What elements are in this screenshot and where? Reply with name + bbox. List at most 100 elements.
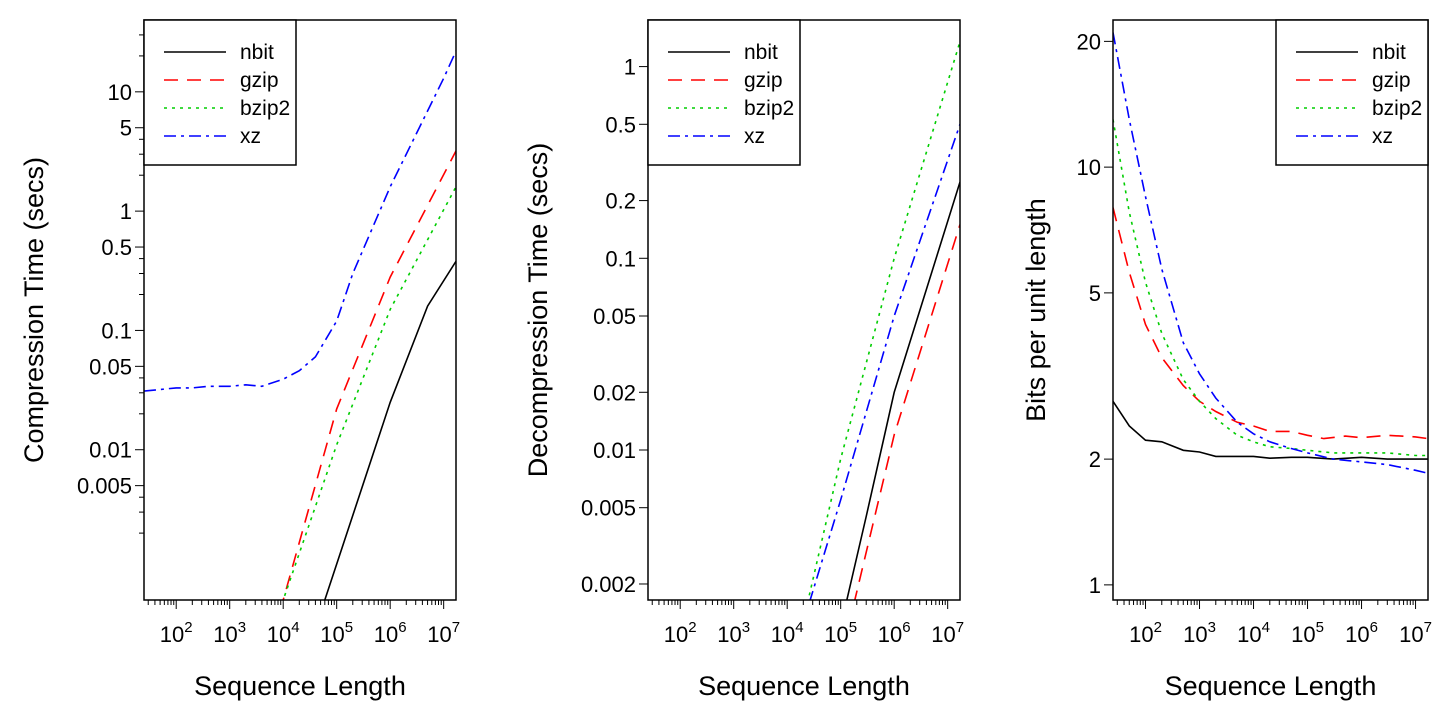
x-tick-base: 10 xyxy=(931,622,955,647)
x-tick-label: 105 xyxy=(320,619,353,647)
x-tick-label: 104 xyxy=(1237,619,1270,647)
x-tick-base: 10 xyxy=(160,622,184,647)
y-axis: 0.002 0.005 0.01 0.02 0.05 0.1 0.2 0.5 1 xyxy=(581,55,648,597)
x-axis-title: Sequence Length xyxy=(698,671,910,701)
series-line-xz xyxy=(1113,32,1428,475)
x-tick-label: 107 xyxy=(427,619,460,647)
x-tick-base: 10 xyxy=(664,622,688,647)
x-tick-base: 10 xyxy=(717,622,741,647)
y-axis: 1 2 5 10 20 xyxy=(1077,29,1113,598)
x-tick-base: 10 xyxy=(824,622,848,647)
x-tick-exponent: 2 xyxy=(688,619,696,636)
series-group xyxy=(807,41,960,600)
legend-label-nbit: nbit xyxy=(744,41,778,64)
x-tick-base: 10 xyxy=(1291,622,1315,647)
x-tick-exponent: 2 xyxy=(1154,619,1162,636)
x-axis-title: Sequence Length xyxy=(194,671,406,701)
x-tick-base: 10 xyxy=(267,622,291,647)
x-tick-exponent: 5 xyxy=(1316,619,1324,636)
panel-decompression-time: 102 103 104 105 106 1070.0020.0050.010.020.05… xyxy=(523,19,964,701)
x-tick-base: 10 xyxy=(427,622,451,647)
x-tick-exponent: 4 xyxy=(1262,619,1270,636)
series-line-bzip2 xyxy=(282,186,456,600)
panel-compression-time: 102 103 104 105 106 1070.0050.010.050.10.5151… xyxy=(19,19,460,701)
x-tick-exponent: 3 xyxy=(742,619,750,636)
x-tick-label: 104 xyxy=(771,619,804,647)
legend-box xyxy=(647,19,801,166)
y-tick-label: 2 xyxy=(1089,447,1101,472)
y-tick-label: 0.5 xyxy=(101,235,132,260)
x-tick-exponent: 6 xyxy=(398,619,406,636)
y-tick-label: 5 xyxy=(1089,281,1101,306)
y-tick-label: 0.002 xyxy=(581,572,636,597)
series-group xyxy=(144,50,456,600)
y-tick-label: 0.05 xyxy=(89,354,132,379)
legend: nbit gzip bzip2 xz xyxy=(143,19,297,166)
y-axis: 0.005 0.01 0.05 0.1 0.5 1 5 10 xyxy=(77,34,144,534)
x-axis: 102 103 104 105 106 107 xyxy=(651,600,964,647)
y-tick-label: 1 xyxy=(1089,573,1101,598)
x-tick-exponent: 3 xyxy=(1208,619,1216,636)
x-tick-label: 105 xyxy=(824,619,857,647)
y-tick-label: 0.05 xyxy=(593,304,636,329)
x-tick-exponent: 7 xyxy=(956,619,964,636)
series-line-gzip xyxy=(282,150,456,600)
x-tick-label: 103 xyxy=(1183,619,1216,647)
y-tick-label: 20 xyxy=(1077,29,1101,54)
y-axis-title: Decompression Time (secs) xyxy=(523,143,553,478)
series-line-nbit xyxy=(322,260,456,600)
y-axis-title: Bits per unit length xyxy=(1021,198,1051,422)
y-tick-label: 0.005 xyxy=(77,474,132,499)
x-tick-base: 10 xyxy=(374,622,398,647)
x-tick-label: 105 xyxy=(1291,619,1324,647)
series-line-xz xyxy=(809,124,960,600)
x-tick-label: 102 xyxy=(664,619,697,647)
x-tick-exponent: 5 xyxy=(849,619,857,636)
legend: nbit gzip bzip2 xz xyxy=(1275,19,1429,166)
series-line-bzip2 xyxy=(1113,119,1428,457)
y-axis-title: Compression Time (secs) xyxy=(19,157,49,463)
x-axis: 102 103 104 105 106 107 xyxy=(147,600,460,647)
x-tick-base: 10 xyxy=(878,622,902,647)
x-tick-label: 106 xyxy=(374,619,407,647)
plot-frame xyxy=(143,19,457,601)
x-tick-base: 10 xyxy=(320,622,344,647)
legend-label-nbit: nbit xyxy=(240,41,274,64)
x-tick-label: 103 xyxy=(213,619,246,647)
series-line-gzip xyxy=(1113,207,1428,440)
x-tick-label: 104 xyxy=(267,619,300,647)
x-tick-label: 106 xyxy=(878,619,911,647)
x-tick-exponent: 3 xyxy=(238,619,246,636)
series-line-nbit xyxy=(1113,400,1428,460)
x-tick-base: 10 xyxy=(1399,622,1423,647)
legend-label-gzip: gzip xyxy=(240,69,279,92)
y-tick-label: 10 xyxy=(1077,155,1101,180)
x-tick-base: 10 xyxy=(213,622,237,647)
legend-label-nbit: nbit xyxy=(1372,41,1406,64)
x-tick-label: 107 xyxy=(931,619,964,647)
y-tick-label: 0.5 xyxy=(605,112,636,137)
y-tick-label: 1 xyxy=(120,199,132,224)
legend: nbit gzip bzip2 xz xyxy=(647,19,801,166)
y-tick-label: 0.01 xyxy=(89,438,132,463)
x-axis-title: Sequence Length xyxy=(1165,671,1377,701)
series-line-bzip2 xyxy=(807,41,960,600)
x-tick-label: 107 xyxy=(1399,619,1432,647)
legend-label-xz: xz xyxy=(1372,125,1393,148)
legend-label-bzip2: bzip2 xyxy=(240,97,290,120)
legend-label-bzip2: bzip2 xyxy=(744,97,794,120)
x-tick-exponent: 6 xyxy=(1370,619,1378,636)
plot-frame xyxy=(647,19,961,601)
series-group xyxy=(1113,32,1428,475)
x-tick-exponent: 2 xyxy=(184,619,192,636)
legend-label-xz: xz xyxy=(240,125,261,148)
x-tick-label: 106 xyxy=(1345,619,1378,647)
series-line-gzip xyxy=(853,224,960,600)
y-tick-label: 0.02 xyxy=(593,380,636,405)
x-tick-base: 10 xyxy=(1345,622,1369,647)
x-tick-base: 10 xyxy=(771,622,795,647)
x-tick-exponent: 4 xyxy=(291,619,299,636)
